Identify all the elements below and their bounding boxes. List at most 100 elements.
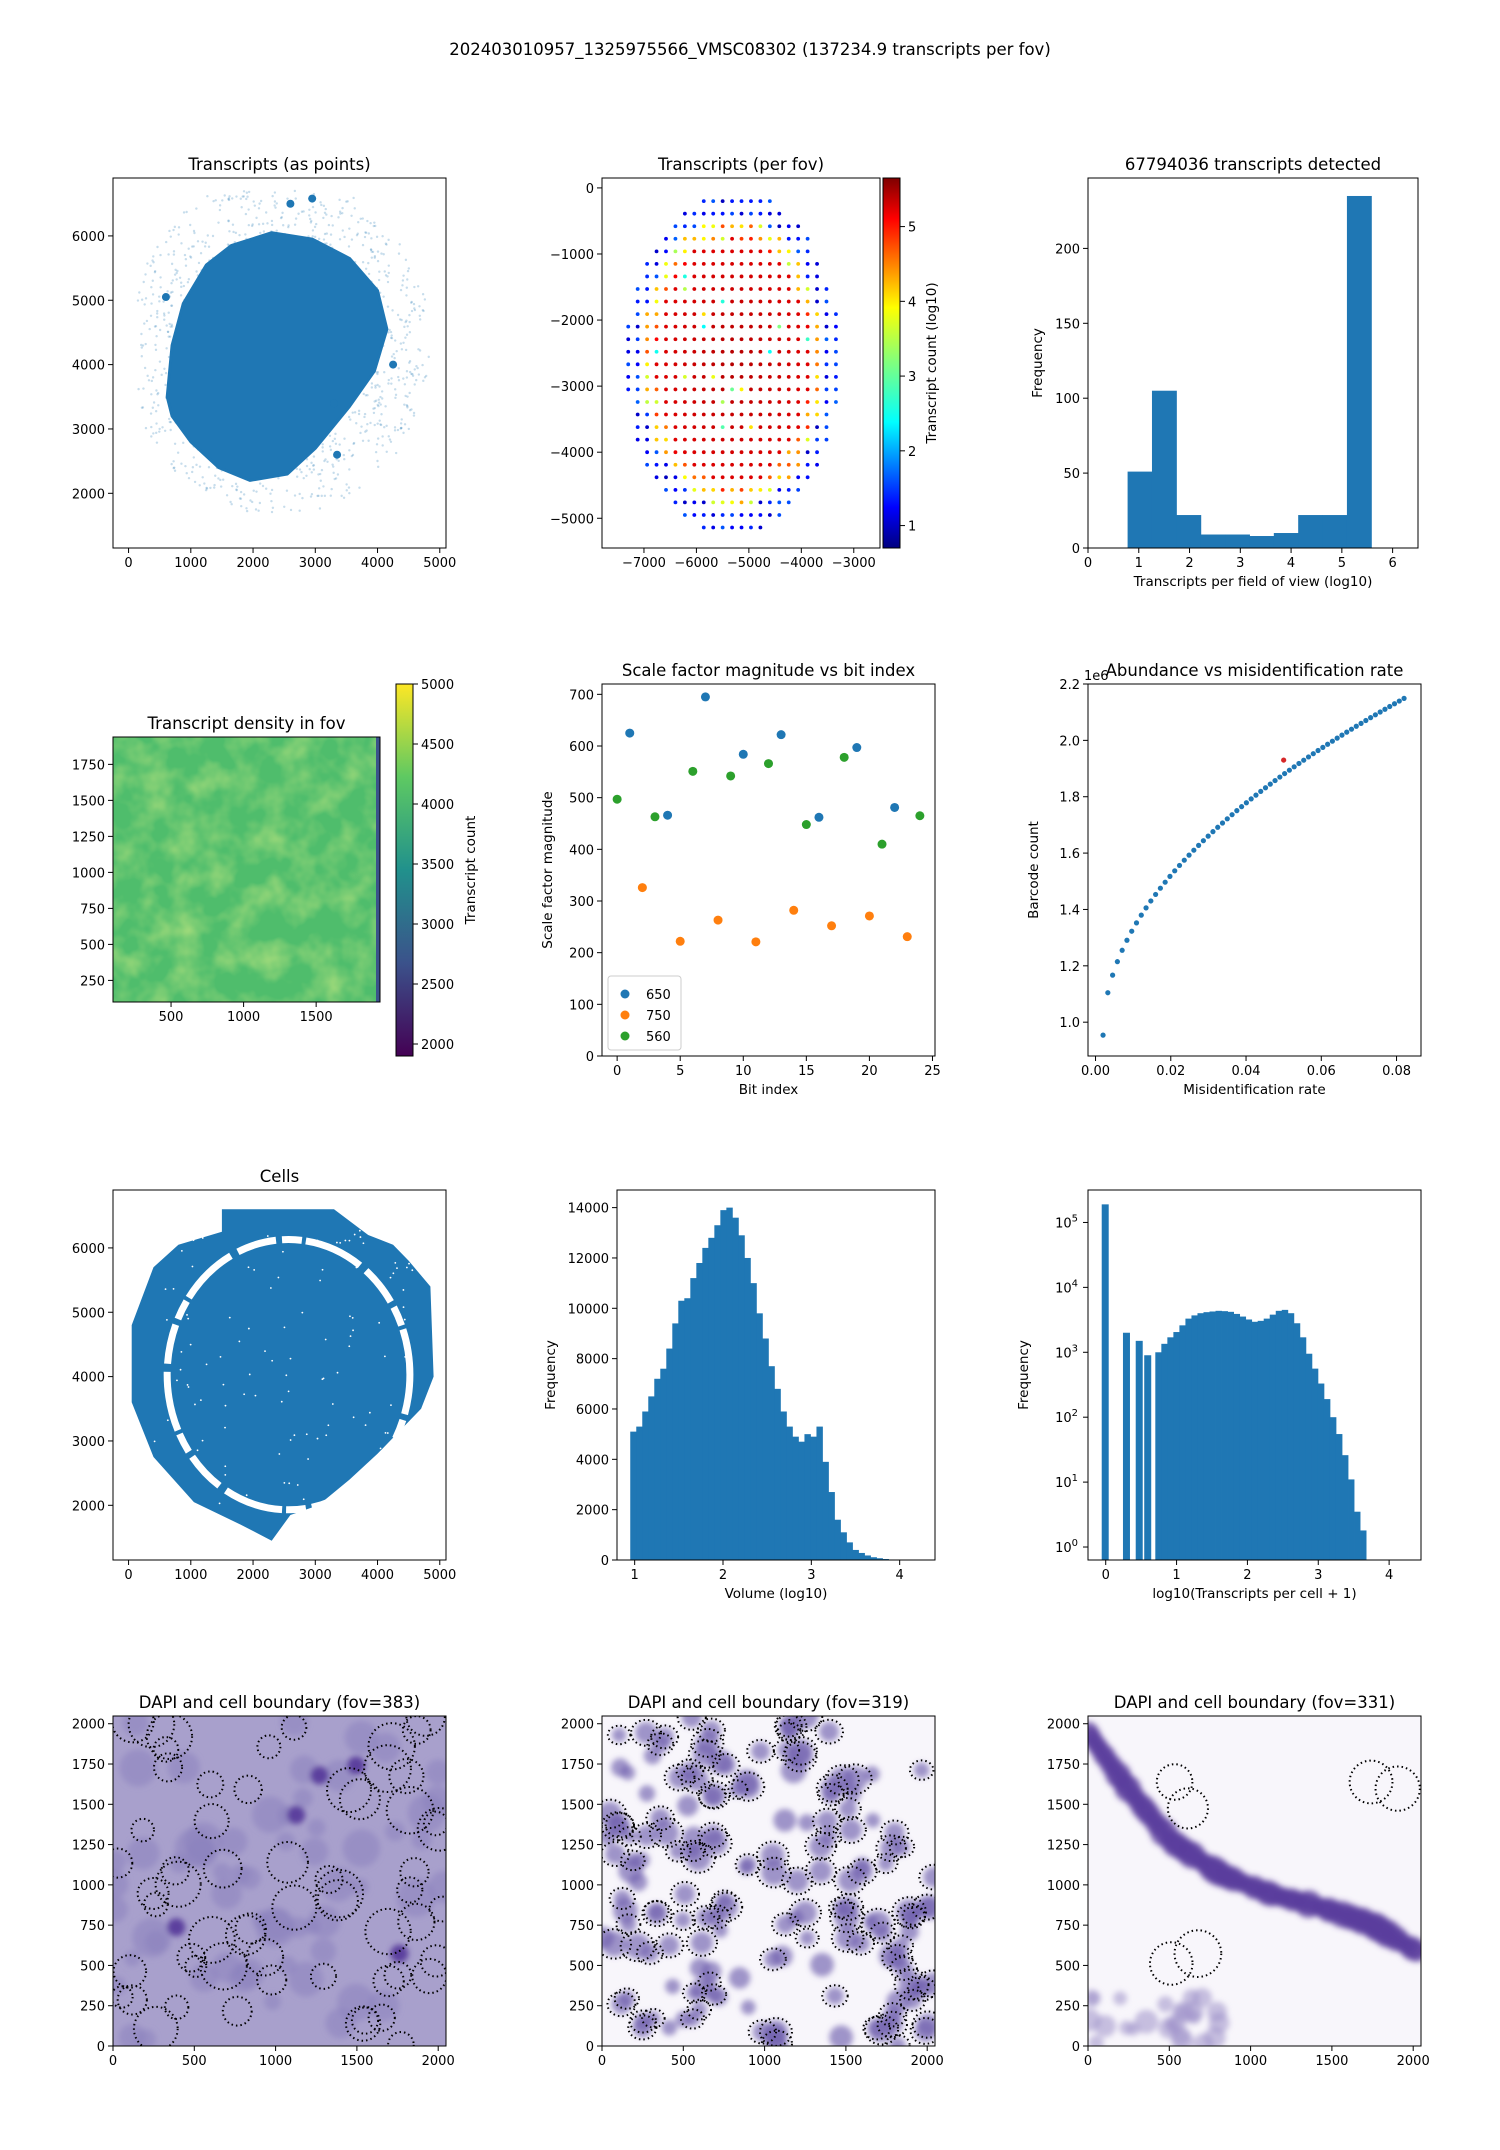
fov-point	[758, 462, 763, 467]
fov-point	[635, 425, 640, 429]
nucleus	[773, 1808, 797, 1832]
fov-point	[645, 274, 650, 279]
nucleus	[677, 1795, 699, 1817]
axes-title: Cells	[260, 1167, 299, 1186]
fov-point	[720, 513, 725, 517]
point-560	[839, 752, 849, 762]
point-560	[726, 771, 736, 781]
fov-point	[815, 287, 819, 291]
transcript-point	[146, 374, 149, 378]
cell-boundary	[648, 1817, 684, 1849]
transcript-point	[163, 318, 166, 321]
fov-point	[711, 199, 716, 204]
transcript-point	[247, 190, 251, 194]
transcript-point	[383, 270, 386, 273]
fov-point	[796, 400, 801, 404]
x-tick-label: 3	[1314, 1568, 1322, 1583]
x-tick-label: −5000	[727, 556, 771, 571]
fov-point	[739, 324, 744, 329]
transcript-point	[401, 279, 405, 282]
transcript-point	[266, 222, 269, 225]
fov-point	[701, 525, 706, 530]
plot-area-tx_hist	[1127, 195, 1372, 548]
fov-point	[796, 462, 801, 467]
transcript-point	[241, 195, 244, 198]
x-tick-label: 3	[1236, 556, 1244, 571]
transcript-point	[163, 429, 167, 432]
fov-point	[682, 450, 687, 455]
empty-speck	[339, 1241, 342, 1244]
transcript-point	[323, 232, 327, 236]
transcript-point	[412, 414, 416, 417]
nucleus	[126, 1837, 160, 1870]
barcode-point	[1215, 824, 1221, 830]
y-tick-label: 1250	[72, 830, 105, 845]
y-tick-label: −2000	[550, 314, 594, 329]
fov-point	[711, 249, 716, 254]
barcode-point	[1205, 833, 1211, 839]
nuclei-layer	[602, 1716, 935, 2046]
transcript-point	[397, 252, 401, 255]
cell-boundary	[784, 1735, 818, 1766]
fov-point	[673, 425, 678, 429]
cell-boundary	[881, 1944, 914, 1972]
fov-point	[805, 312, 810, 317]
fov-point	[767, 400, 772, 404]
empty-speck	[327, 1424, 330, 1427]
cell-boundary	[145, 1716, 194, 1761]
cell-boundary	[221, 1995, 253, 2027]
y-tick-label: 4000	[72, 359, 105, 374]
transcript-point	[250, 224, 254, 228]
empty-speck	[186, 1384, 189, 1386]
nucleus	[605, 1843, 626, 1865]
fov-point	[824, 412, 829, 417]
axes-frame	[112, 736, 381, 1003]
nucleus	[211, 1952, 243, 1983]
transcript-point	[201, 240, 204, 243]
fov-point	[730, 224, 734, 229]
histogram-bar	[1215, 1310, 1222, 1560]
nucleus	[264, 1993, 281, 2011]
cell-boundary	[681, 1982, 707, 2004]
fov-point	[701, 412, 706, 417]
y-tick-label: 14000	[568, 1202, 609, 1217]
fov-point	[711, 299, 716, 304]
fov-point	[692, 337, 697, 342]
transcript-point	[273, 200, 277, 203]
transcript-point	[348, 468, 351, 471]
fov-point	[635, 412, 640, 417]
fov-point	[777, 425, 782, 429]
transcript-point	[310, 493, 314, 496]
transcript-point	[370, 250, 373, 253]
y-tick-label: 1250	[72, 1839, 105, 1854]
transcript-point	[348, 227, 351, 230]
cell-boundary	[224, 1914, 267, 1956]
plot-grid: 0 1000 2000 3000 4000 50002000300040005000600…	[72, 155, 1430, 2069]
transcript-point	[142, 387, 145, 390]
y-axis-label: Scale factor magnitude	[540, 791, 556, 948]
fov-point	[824, 324, 829, 329]
transcript-point	[151, 376, 155, 379]
fov-point	[749, 362, 753, 367]
fov-point	[692, 261, 697, 266]
fov-point	[720, 299, 725, 304]
barcode-point	[1372, 712, 1378, 718]
cell-boundary	[113, 1847, 134, 1879]
histogram-bar	[1346, 195, 1372, 548]
transcript-point	[366, 422, 369, 426]
empty-speck	[254, 1394, 257, 1397]
fov-point	[796, 312, 801, 317]
y-tick-label: 4000	[576, 1453, 609, 1468]
transcript-point	[179, 281, 183, 284]
fov-point	[758, 387, 763, 392]
transcript-point	[403, 403, 406, 406]
fov-point	[758, 374, 763, 379]
histogram-bar	[690, 1278, 697, 1560]
transcript-point	[155, 441, 159, 444]
y-axis-label: Frequency	[543, 1340, 559, 1410]
axes-frame	[1087, 1715, 1422, 2047]
cell-boundary	[1348, 1759, 1394, 1805]
y-tick-label: 0	[586, 2040, 594, 2055]
transcript-point	[172, 250, 176, 253]
nucleus	[307, 1818, 326, 1837]
